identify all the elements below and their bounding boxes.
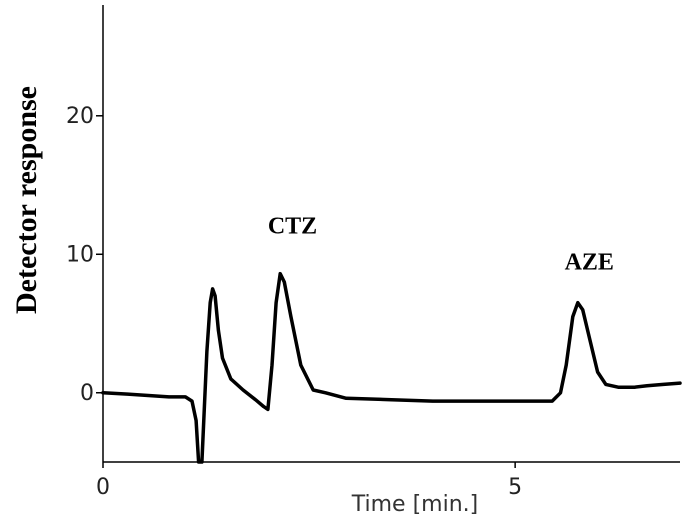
peak-labels: CTZ AZE xyxy=(268,214,614,276)
y-tick-label-2: 20 xyxy=(66,104,94,129)
y-axis-label: Detector response xyxy=(10,86,43,314)
peak-label-ctz: CTZ xyxy=(268,214,317,240)
y-tick-label-1: 10 xyxy=(66,242,94,267)
series-line-0 xyxy=(101,271,682,464)
x-axis-label: Time [min.] xyxy=(351,492,478,517)
series xyxy=(101,271,682,464)
x-tick-label-0: 0 xyxy=(96,475,110,500)
peak-label-aze: AZE xyxy=(565,250,614,276)
x-tick-label-1: 5 xyxy=(508,475,522,500)
y-tick-label-0: 0 xyxy=(80,381,94,406)
axes xyxy=(102,5,680,463)
ticks: 0 10 20 0 5 xyxy=(66,104,522,500)
